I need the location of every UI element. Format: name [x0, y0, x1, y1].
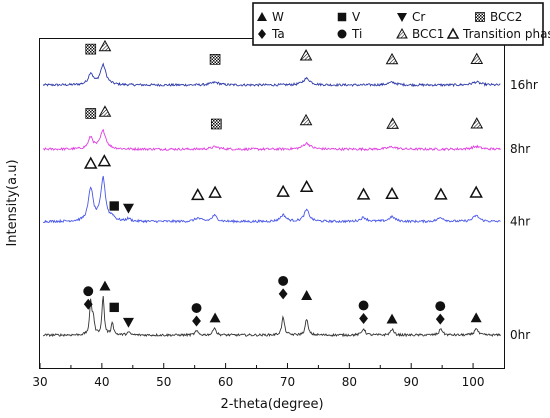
legend-marker-open-triangle: [446, 27, 460, 39]
peak-marker-8hr-1-hatched-triangle: [98, 105, 112, 117]
x-tick-label-100: 100: [462, 375, 485, 389]
peak-marker-0hr-12-diamond: [359, 312, 368, 324]
peak-marker-0hr-7-triangle-up: [209, 312, 221, 323]
peak-marker-4hr-1-open-triangle: [97, 154, 112, 167]
peak-marker-0hr-5-circle: [191, 303, 202, 314]
series-line-4hr: [43, 175, 501, 224]
legend: W V Cr BCC2 Ta Ti BCC1 Transition phase: [252, 2, 550, 46]
series-layer: [42, 62, 501, 338]
peak-marker-4hr-11-open-triangle: [469, 185, 483, 198]
peak-marker-0hr-14-circle: [435, 301, 446, 312]
peak-marker-4hr-10-open-triangle: [434, 187, 448, 200]
peak-marker-4hr-0-open-triangle: [83, 156, 98, 169]
peak-marker-0hr-8-circle: [278, 275, 289, 286]
plot-frame: [39, 38, 505, 369]
peak-marker-4hr-5-open-triangle: [208, 185, 222, 198]
series-label-8hr: 8hr: [510, 142, 530, 156]
peak-marker-0hr-15-diamond: [435, 313, 445, 325]
peak-marker-0hr-6-diamond: [192, 315, 201, 327]
peak-marker-0hr-0-circle: [83, 286, 94, 297]
series-label-0hr: 0hr: [510, 328, 530, 342]
peak-marker-16hr-3-hatched-triangle: [299, 49, 313, 61]
x-tick-label-40: 40: [94, 375, 109, 389]
x-axis-ticks: 30 40 50 60 70 80 90 100: [32, 363, 485, 389]
peak-markers: [83, 39, 484, 328]
legend-label-bcc1: BCC1: [412, 27, 444, 41]
legend-marker-circle: [337, 29, 347, 39]
peak-marker-0hr-11-circle: [358, 300, 369, 311]
x-tick-label-60: 60: [218, 375, 233, 389]
peak-marker-0hr-1-diamond: [83, 298, 93, 310]
x-tick-label-80: 80: [342, 375, 357, 389]
peak-marker-0hr-10-triangle-up: [301, 290, 313, 300]
legend-label-w: W: [272, 10, 284, 24]
peak-marker-4hr-4-open-triangle: [190, 187, 205, 201]
legend-marker-square: [337, 12, 347, 22]
peak-marker-0hr-16-triangle-up: [470, 312, 482, 323]
legend-label-transition-phase: Transition phase: [462, 27, 550, 41]
peak-marker-8hr-3-hatched-triangle: [299, 113, 313, 126]
peak-marker-0hr-13-triangle-up: [386, 313, 398, 324]
y-axis-label: Intensity(a.u): [5, 159, 20, 246]
legend-marker-diamond: [258, 29, 266, 39]
peak-marker-0hr-9-diamond: [278, 288, 288, 300]
peak-marker-0hr-4-triangle-down: [122, 317, 134, 328]
legend-marker-hatched-triangle: [396, 27, 408, 39]
series-label-16hr: 16hr: [510, 78, 538, 92]
peak-marker-0hr-2-triangle-up: [99, 280, 111, 291]
peak-marker-8hr-2-checker-square: [210, 118, 222, 130]
legend-label-ti: Ti: [351, 27, 362, 41]
peak-marker-16hr-1-hatched-triangle: [98, 39, 112, 52]
series-line-0hr: [42, 295, 501, 338]
x-tick-label-30: 30: [32, 375, 47, 389]
peak-marker-4hr-6-open-triangle: [276, 184, 290, 197]
peak-marker-4hr-3-triangle-down: [122, 203, 134, 214]
legend-label-bcc2: BCC2: [490, 10, 522, 24]
peak-marker-16hr-2-checker-square: [209, 54, 221, 65]
peak-marker-4hr-9-open-triangle: [385, 186, 399, 200]
peak-marker-4hr-7-open-triangle: [299, 179, 314, 193]
peak-marker-8hr-5-hatched-triangle: [470, 117, 484, 129]
peak-marker-16hr-4-hatched-triangle: [385, 52, 399, 65]
series-line-8hr: [42, 128, 501, 152]
peak-marker-4hr-2-square: [109, 201, 119, 211]
peak-marker-8hr-4-hatched-triangle: [386, 117, 399, 129]
x-axis-label: 2-theta(degree): [220, 397, 323, 412]
peak-marker-16hr-0-checker-square: [85, 43, 97, 55]
peak-marker-4hr-8-open-triangle: [356, 187, 371, 200]
x-tick-label-70: 70: [280, 375, 295, 389]
legend-label-v: V: [352, 10, 361, 24]
x-tick-label-50: 50: [156, 375, 171, 389]
series-label-4hr: 4hr: [510, 215, 530, 229]
series-line-16hr: [42, 62, 501, 88]
series-labels: 16hr 8hr 4hr 0hr: [510, 78, 538, 342]
peak-marker-16hr-5-hatched-triangle: [470, 52, 484, 65]
legend-marker-checker-square: [475, 12, 485, 22]
legend-label-ta: Ta: [271, 27, 285, 41]
legend-marker-triangle-up: [257, 12, 267, 21]
legend-marker-triangle-down: [397, 13, 407, 22]
legend-label-cr: Cr: [412, 10, 425, 24]
x-tick-label-90: 90: [404, 375, 419, 389]
peak-marker-0hr-3-square: [109, 302, 119, 313]
peak-marker-8hr-0-checker-square: [85, 108, 97, 119]
